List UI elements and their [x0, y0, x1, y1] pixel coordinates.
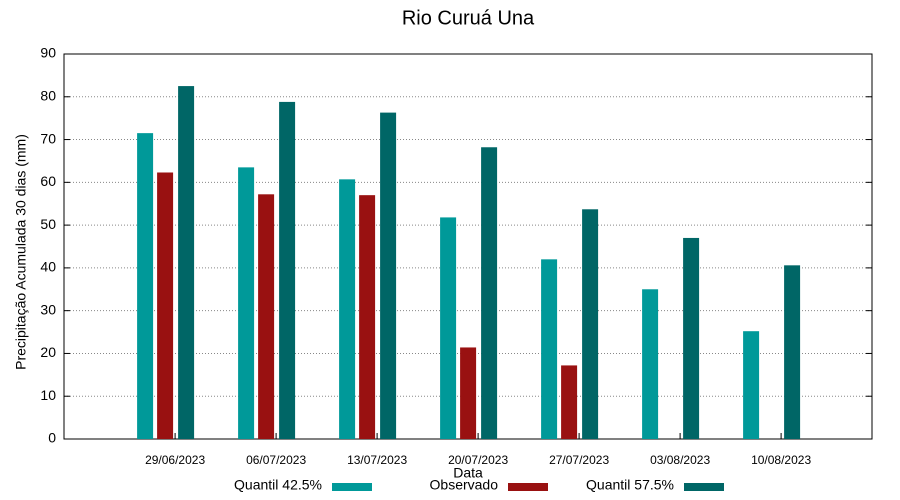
x-tick-label: 29/06/2023: [145, 453, 205, 467]
y-tick-label: 0: [48, 430, 56, 446]
y-tick-label: 90: [40, 45, 56, 61]
x-tick-label: 20/07/2023: [448, 453, 508, 467]
bar: [440, 217, 457, 439]
y-axis-label: Precipitação Acumulada 30 dias (mm): [13, 134, 29, 370]
bar: [582, 209, 599, 439]
bar: [178, 86, 195, 439]
bar: [380, 112, 397, 439]
x-tick-label: 27/07/2023: [549, 453, 609, 467]
bar: [683, 237, 700, 439]
bar: [339, 179, 356, 440]
y-tick-label: 40: [40, 259, 56, 275]
x-tick-label: 10/08/2023: [751, 453, 811, 467]
bar: [359, 195, 376, 439]
y-tick-label: 70: [40, 130, 56, 146]
bar: [561, 365, 578, 439]
legend-label: Quantil 42.5%: [234, 477, 322, 493]
bar: [481, 147, 498, 439]
x-tick-label: 03/08/2023: [650, 453, 710, 467]
legend-label: Observado: [430, 477, 499, 493]
bar: [743, 331, 760, 439]
legend-label: Quantil 57.5%: [586, 477, 674, 493]
x-tick-label: 13/07/2023: [347, 453, 407, 467]
x-axis-label: Data: [453, 465, 483, 481]
bar: [784, 265, 801, 439]
bar: [642, 289, 659, 439]
bar: [541, 259, 558, 439]
bar: [258, 194, 275, 439]
bar: [238, 167, 255, 439]
x-tick-label: 06/07/2023: [246, 453, 306, 467]
y-tick-label: 20: [40, 344, 56, 360]
y-tick-label: 10: [40, 387, 56, 403]
bar: [460, 347, 477, 439]
chart-title: Rio Curuá Una: [402, 7, 535, 29]
y-tick-label: 80: [40, 87, 56, 103]
bar: [279, 101, 296, 440]
bar: [137, 133, 154, 439]
y-tick-label: 60: [40, 173, 56, 189]
legend-swatch: [684, 483, 724, 491]
legend-swatch: [508, 483, 548, 491]
y-tick-label: 30: [40, 301, 56, 317]
legend-swatch: [332, 483, 372, 491]
y-tick-label: 50: [40, 216, 56, 232]
bar: [157, 172, 174, 439]
